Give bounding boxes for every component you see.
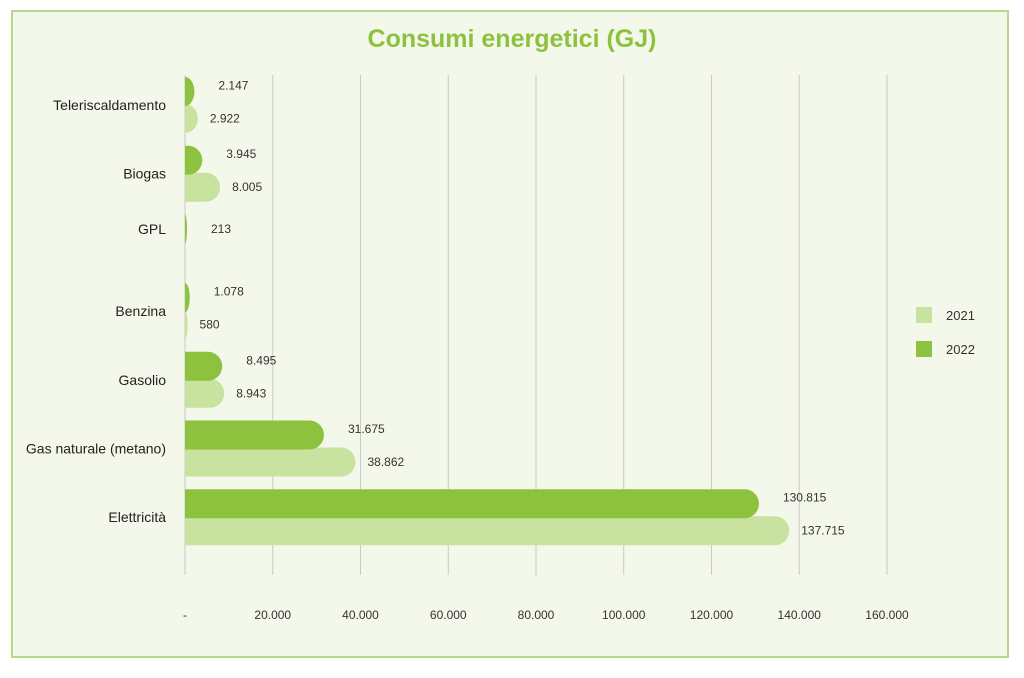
value-label-2022: 1.078 [214, 285, 244, 299]
value-label-2022: 130.815 [783, 491, 827, 505]
legend-swatch-2022 [916, 341, 932, 357]
category-label: Benzina [115, 303, 166, 319]
category-labels: Teleriscaldamento Biogas GPL Benzina Gasolio… [26, 97, 166, 525]
value-label-2021: 8.943 [236, 386, 266, 400]
category-label: Elettricità [108, 509, 166, 525]
bar-2021 [185, 310, 188, 340]
bars [185, 77, 790, 546]
category-label: Gas naturale (metano) [26, 441, 166, 457]
legend-label-2021: 2021 [946, 308, 975, 323]
bar-2021 [185, 172, 221, 202]
bar-2022 [185, 489, 759, 519]
x-tick-label: 60.000 [430, 608, 467, 622]
value-label-2021: 38.862 [368, 455, 405, 469]
value-label-2021: 137.715 [801, 524, 845, 538]
category-label: GPL [138, 221, 166, 237]
legend-swatch-2021 [916, 307, 932, 323]
value-label-2021: 2.922 [210, 112, 240, 126]
legend-label-2022: 2022 [946, 342, 975, 357]
x-tick-label: 120.000 [690, 608, 734, 622]
bar-2022 [185, 351, 223, 381]
x-tick-label: - [183, 608, 187, 622]
bar-2022 [185, 283, 190, 313]
value-label-2022: 2.147 [218, 79, 248, 93]
value-label-2021: 580 [200, 318, 220, 332]
value-label-2022: 3.945 [226, 147, 256, 161]
value-label-2022: 31.675 [348, 422, 385, 436]
x-tick-label: 40.000 [342, 608, 379, 622]
bar-2022 [185, 420, 324, 450]
x-tick-labels: - 20.000 40.000 60.000 80.000 100.000 120.000 1… [183, 608, 909, 622]
x-tick-label: 20.000 [254, 608, 291, 622]
category-label: Biogas [123, 166, 166, 182]
category-label: Gasolio [119, 372, 167, 388]
value-labels: 2.922 2.147 8.005 3.945 213 580 1.078 8.943 8.49… [200, 79, 845, 538]
bar-2021 [185, 447, 356, 477]
x-tick-label: 80.000 [518, 608, 555, 622]
category-label: Teleriscaldamento [53, 97, 166, 113]
legend: 2021 2022 [916, 307, 975, 357]
bar-2022 [185, 77, 195, 106]
chart-frame [11, 10, 1009, 658]
bar-2021 [185, 378, 225, 408]
value-label-2021: 8.005 [232, 180, 262, 194]
bar-2021 [185, 516, 790, 546]
bar-2022 [185, 214, 187, 244]
bar-2021 [185, 104, 198, 133]
value-label-2022: 213 [211, 222, 231, 236]
bar-2022 [185, 145, 203, 175]
x-tick-label: 160.000 [865, 608, 909, 622]
chart-title: Consumi energetici (GJ) [368, 25, 657, 53]
value-label-2022: 8.495 [246, 353, 276, 367]
x-tick-label: 100.000 [602, 608, 646, 622]
x-tick-label: 140.000 [778, 608, 822, 622]
